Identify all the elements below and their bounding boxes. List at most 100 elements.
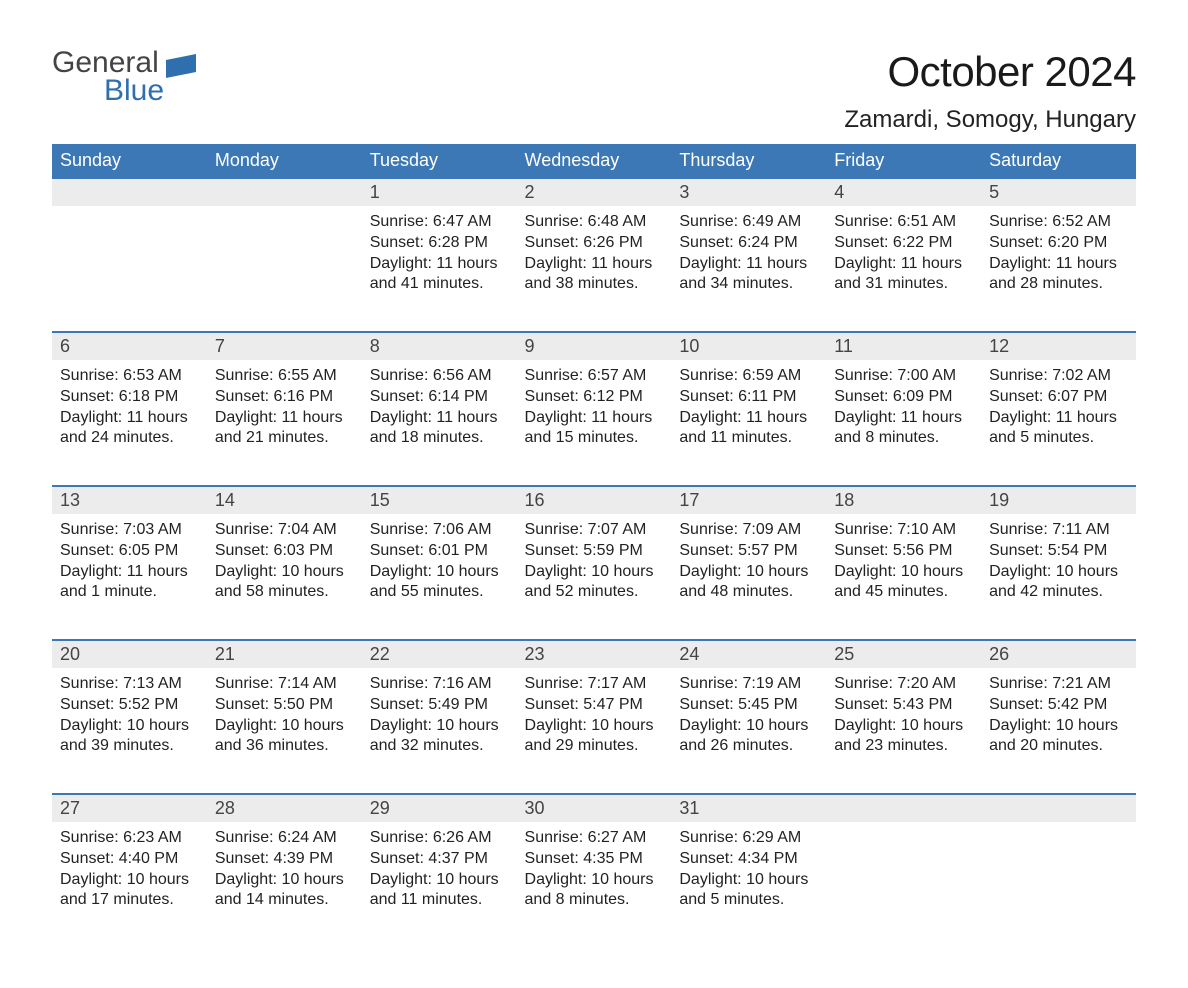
daylight-line: Daylight: 11 hours and 21 minutes.	[215, 408, 354, 450]
day-number-cell: 30	[517, 794, 672, 822]
sunset-line: Sunset: 6:09 PM	[834, 387, 973, 408]
day-cell: Sunrise: 6:56 AMSunset: 6:14 PMDaylight:…	[362, 360, 517, 486]
day-cell: Sunrise: 6:29 AMSunset: 4:34 PMDaylight:…	[671, 822, 826, 948]
sunrise-line: Sunrise: 6:29 AM	[679, 828, 818, 849]
sunset-line: Sunset: 6:26 PM	[525, 233, 664, 254]
day-cell: Sunrise: 7:02 AMSunset: 6:07 PMDaylight:…	[981, 360, 1136, 486]
logo-word-blue: Blue	[104, 76, 164, 106]
day-cell: Sunrise: 7:03 AMSunset: 6:05 PMDaylight:…	[52, 514, 207, 640]
weekday-header: Sunday	[52, 144, 207, 178]
day-number-cell: 9	[517, 332, 672, 360]
daylight-line: Daylight: 10 hours and 20 minutes.	[989, 716, 1128, 758]
day-number-row: 12345	[52, 178, 1136, 206]
sunset-line: Sunset: 6:01 PM	[370, 541, 509, 562]
sunset-line: Sunset: 4:39 PM	[215, 849, 354, 870]
sunset-line: Sunset: 6:18 PM	[60, 387, 199, 408]
day-number-cell	[826, 794, 981, 822]
sunrise-line: Sunrise: 7:14 AM	[215, 674, 354, 695]
sunset-line: Sunset: 5:43 PM	[834, 695, 973, 716]
sunset-line: Sunset: 5:42 PM	[989, 695, 1128, 716]
sunrise-line: Sunrise: 6:52 AM	[989, 212, 1128, 233]
sunset-line: Sunset: 6:16 PM	[215, 387, 354, 408]
sunrise-line: Sunrise: 7:19 AM	[679, 674, 818, 695]
sunset-line: Sunset: 4:35 PM	[525, 849, 664, 870]
day-number-cell: 8	[362, 332, 517, 360]
day-number-cell: 16	[517, 486, 672, 514]
sunrise-line: Sunrise: 7:07 AM	[525, 520, 664, 541]
daylight-line: Daylight: 11 hours and 1 minute.	[60, 562, 199, 604]
daylight-line: Daylight: 11 hours and 15 minutes.	[525, 408, 664, 450]
sunrise-line: Sunrise: 7:16 AM	[370, 674, 509, 695]
flag-icon	[166, 54, 196, 78]
day-number-cell	[52, 178, 207, 206]
day-number-cell: 17	[671, 486, 826, 514]
daylight-line: Daylight: 10 hours and 5 minutes.	[679, 870, 818, 912]
day-number-row: 20212223242526	[52, 640, 1136, 668]
daylight-line: Daylight: 10 hours and 36 minutes.	[215, 716, 354, 758]
weekday-header: Thursday	[671, 144, 826, 178]
day-number-cell: 29	[362, 794, 517, 822]
daylight-line: Daylight: 10 hours and 11 minutes.	[370, 870, 509, 912]
sunrise-line: Sunrise: 6:48 AM	[525, 212, 664, 233]
weekday-header: Wednesday	[517, 144, 672, 178]
day-cell: Sunrise: 6:24 AMSunset: 4:39 PMDaylight:…	[207, 822, 362, 948]
day-body-row: Sunrise: 6:23 AMSunset: 4:40 PMDaylight:…	[52, 822, 1136, 948]
sunset-line: Sunset: 4:34 PM	[679, 849, 818, 870]
day-number-cell: 21	[207, 640, 362, 668]
day-number-cell: 11	[826, 332, 981, 360]
sunrise-line: Sunrise: 7:13 AM	[60, 674, 199, 695]
day-body-row: Sunrise: 6:47 AMSunset: 6:28 PMDaylight:…	[52, 206, 1136, 332]
daylight-line: Daylight: 11 hours and 18 minutes.	[370, 408, 509, 450]
day-cell: Sunrise: 7:11 AMSunset: 5:54 PMDaylight:…	[981, 514, 1136, 640]
sunset-line: Sunset: 5:50 PM	[215, 695, 354, 716]
daylight-line: Daylight: 11 hours and 41 minutes.	[370, 254, 509, 296]
day-number-cell: 25	[826, 640, 981, 668]
day-number-cell: 10	[671, 332, 826, 360]
day-cell: Sunrise: 6:59 AMSunset: 6:11 PMDaylight:…	[671, 360, 826, 486]
sunrise-line: Sunrise: 7:09 AM	[679, 520, 818, 541]
sunset-line: Sunset: 6:14 PM	[370, 387, 509, 408]
sunrise-line: Sunrise: 6:27 AM	[525, 828, 664, 849]
day-cell: Sunrise: 7:19 AMSunset: 5:45 PMDaylight:…	[671, 668, 826, 794]
daylight-line: Daylight: 11 hours and 11 minutes.	[679, 408, 818, 450]
day-cell: Sunrise: 7:21 AMSunset: 5:42 PMDaylight:…	[981, 668, 1136, 794]
sunrise-line: Sunrise: 6:59 AM	[679, 366, 818, 387]
day-number-cell	[981, 794, 1136, 822]
daylight-line: Daylight: 10 hours and 55 minutes.	[370, 562, 509, 604]
sunrise-line: Sunrise: 7:10 AM	[834, 520, 973, 541]
daylight-line: Daylight: 10 hours and 48 minutes.	[679, 562, 818, 604]
day-number-cell: 19	[981, 486, 1136, 514]
day-number-cell: 4	[826, 178, 981, 206]
day-cell	[52, 206, 207, 332]
daylight-line: Daylight: 10 hours and 14 minutes.	[215, 870, 354, 912]
day-number-row: 2728293031	[52, 794, 1136, 822]
day-cell: Sunrise: 7:09 AMSunset: 5:57 PMDaylight:…	[671, 514, 826, 640]
daylight-line: Daylight: 11 hours and 38 minutes.	[525, 254, 664, 296]
sunset-line: Sunset: 4:37 PM	[370, 849, 509, 870]
sunrise-line: Sunrise: 7:04 AM	[215, 520, 354, 541]
daylight-line: Daylight: 10 hours and 45 minutes.	[834, 562, 973, 604]
day-number-cell: 3	[671, 178, 826, 206]
day-number-cell: 31	[671, 794, 826, 822]
day-cell: Sunrise: 7:10 AMSunset: 5:56 PMDaylight:…	[826, 514, 981, 640]
daylight-line: Daylight: 10 hours and 58 minutes.	[215, 562, 354, 604]
day-cell: Sunrise: 6:27 AMSunset: 4:35 PMDaylight:…	[517, 822, 672, 948]
day-cell: Sunrise: 7:06 AMSunset: 6:01 PMDaylight:…	[362, 514, 517, 640]
daylight-line: Daylight: 10 hours and 32 minutes.	[370, 716, 509, 758]
day-cell: Sunrise: 6:47 AMSunset: 6:28 PMDaylight:…	[362, 206, 517, 332]
day-cell: Sunrise: 7:04 AMSunset: 6:03 PMDaylight:…	[207, 514, 362, 640]
day-number-cell: 13	[52, 486, 207, 514]
sunset-line: Sunset: 6:12 PM	[525, 387, 664, 408]
sunrise-line: Sunrise: 6:53 AM	[60, 366, 199, 387]
weekday-header: Saturday	[981, 144, 1136, 178]
daylight-line: Daylight: 11 hours and 28 minutes.	[989, 254, 1128, 296]
day-body-row: Sunrise: 7:03 AMSunset: 6:05 PMDaylight:…	[52, 514, 1136, 640]
day-cell: Sunrise: 7:16 AMSunset: 5:49 PMDaylight:…	[362, 668, 517, 794]
sunset-line: Sunset: 5:57 PM	[679, 541, 818, 562]
day-number-cell: 28	[207, 794, 362, 822]
sunrise-line: Sunrise: 7:17 AM	[525, 674, 664, 695]
sunset-line: Sunset: 5:52 PM	[60, 695, 199, 716]
sunset-line: Sunset: 6:24 PM	[679, 233, 818, 254]
daylight-line: Daylight: 10 hours and 29 minutes.	[525, 716, 664, 758]
sunrise-line: Sunrise: 7:03 AM	[60, 520, 199, 541]
